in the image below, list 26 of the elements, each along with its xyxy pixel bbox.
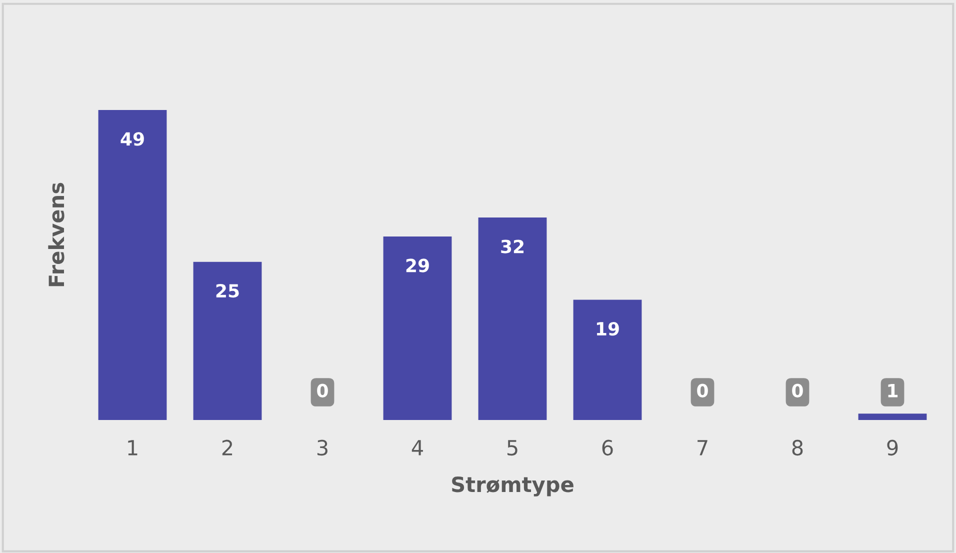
x-tick-label: 6 bbox=[602, 440, 613, 456]
data-label: 32 bbox=[501, 240, 524, 254]
data-label: 19 bbox=[596, 322, 619, 336]
data-label: 25 bbox=[216, 284, 239, 298]
x-tick-label: 5 bbox=[507, 440, 518, 456]
bar bbox=[98, 110, 167, 420]
bar bbox=[193, 262, 262, 420]
x-axis-title: Strømtype bbox=[452, 476, 574, 496]
data-label: 0 bbox=[697, 384, 708, 398]
bar bbox=[478, 218, 547, 420]
data-label: 0 bbox=[792, 384, 803, 398]
y-axis-title: Frekvens bbox=[48, 182, 64, 286]
data-label: 29 bbox=[406, 258, 429, 272]
x-tick-label: 2 bbox=[222, 440, 232, 456]
bar bbox=[573, 300, 642, 420]
data-label: 0 bbox=[317, 384, 328, 398]
x-tick-label: 3 bbox=[317, 440, 328, 456]
data-label: 49 bbox=[120, 132, 144, 146]
data-label: 1 bbox=[888, 384, 898, 398]
x-tick-label: 8 bbox=[792, 440, 803, 456]
x-tick-label: 7 bbox=[698, 440, 708, 456]
x-tick-label: 1 bbox=[128, 440, 138, 456]
x-tick-label: 4 bbox=[412, 440, 423, 456]
x-tick-label: 9 bbox=[887, 440, 898, 456]
bar bbox=[383, 236, 452, 420]
bar bbox=[858, 414, 927, 420]
